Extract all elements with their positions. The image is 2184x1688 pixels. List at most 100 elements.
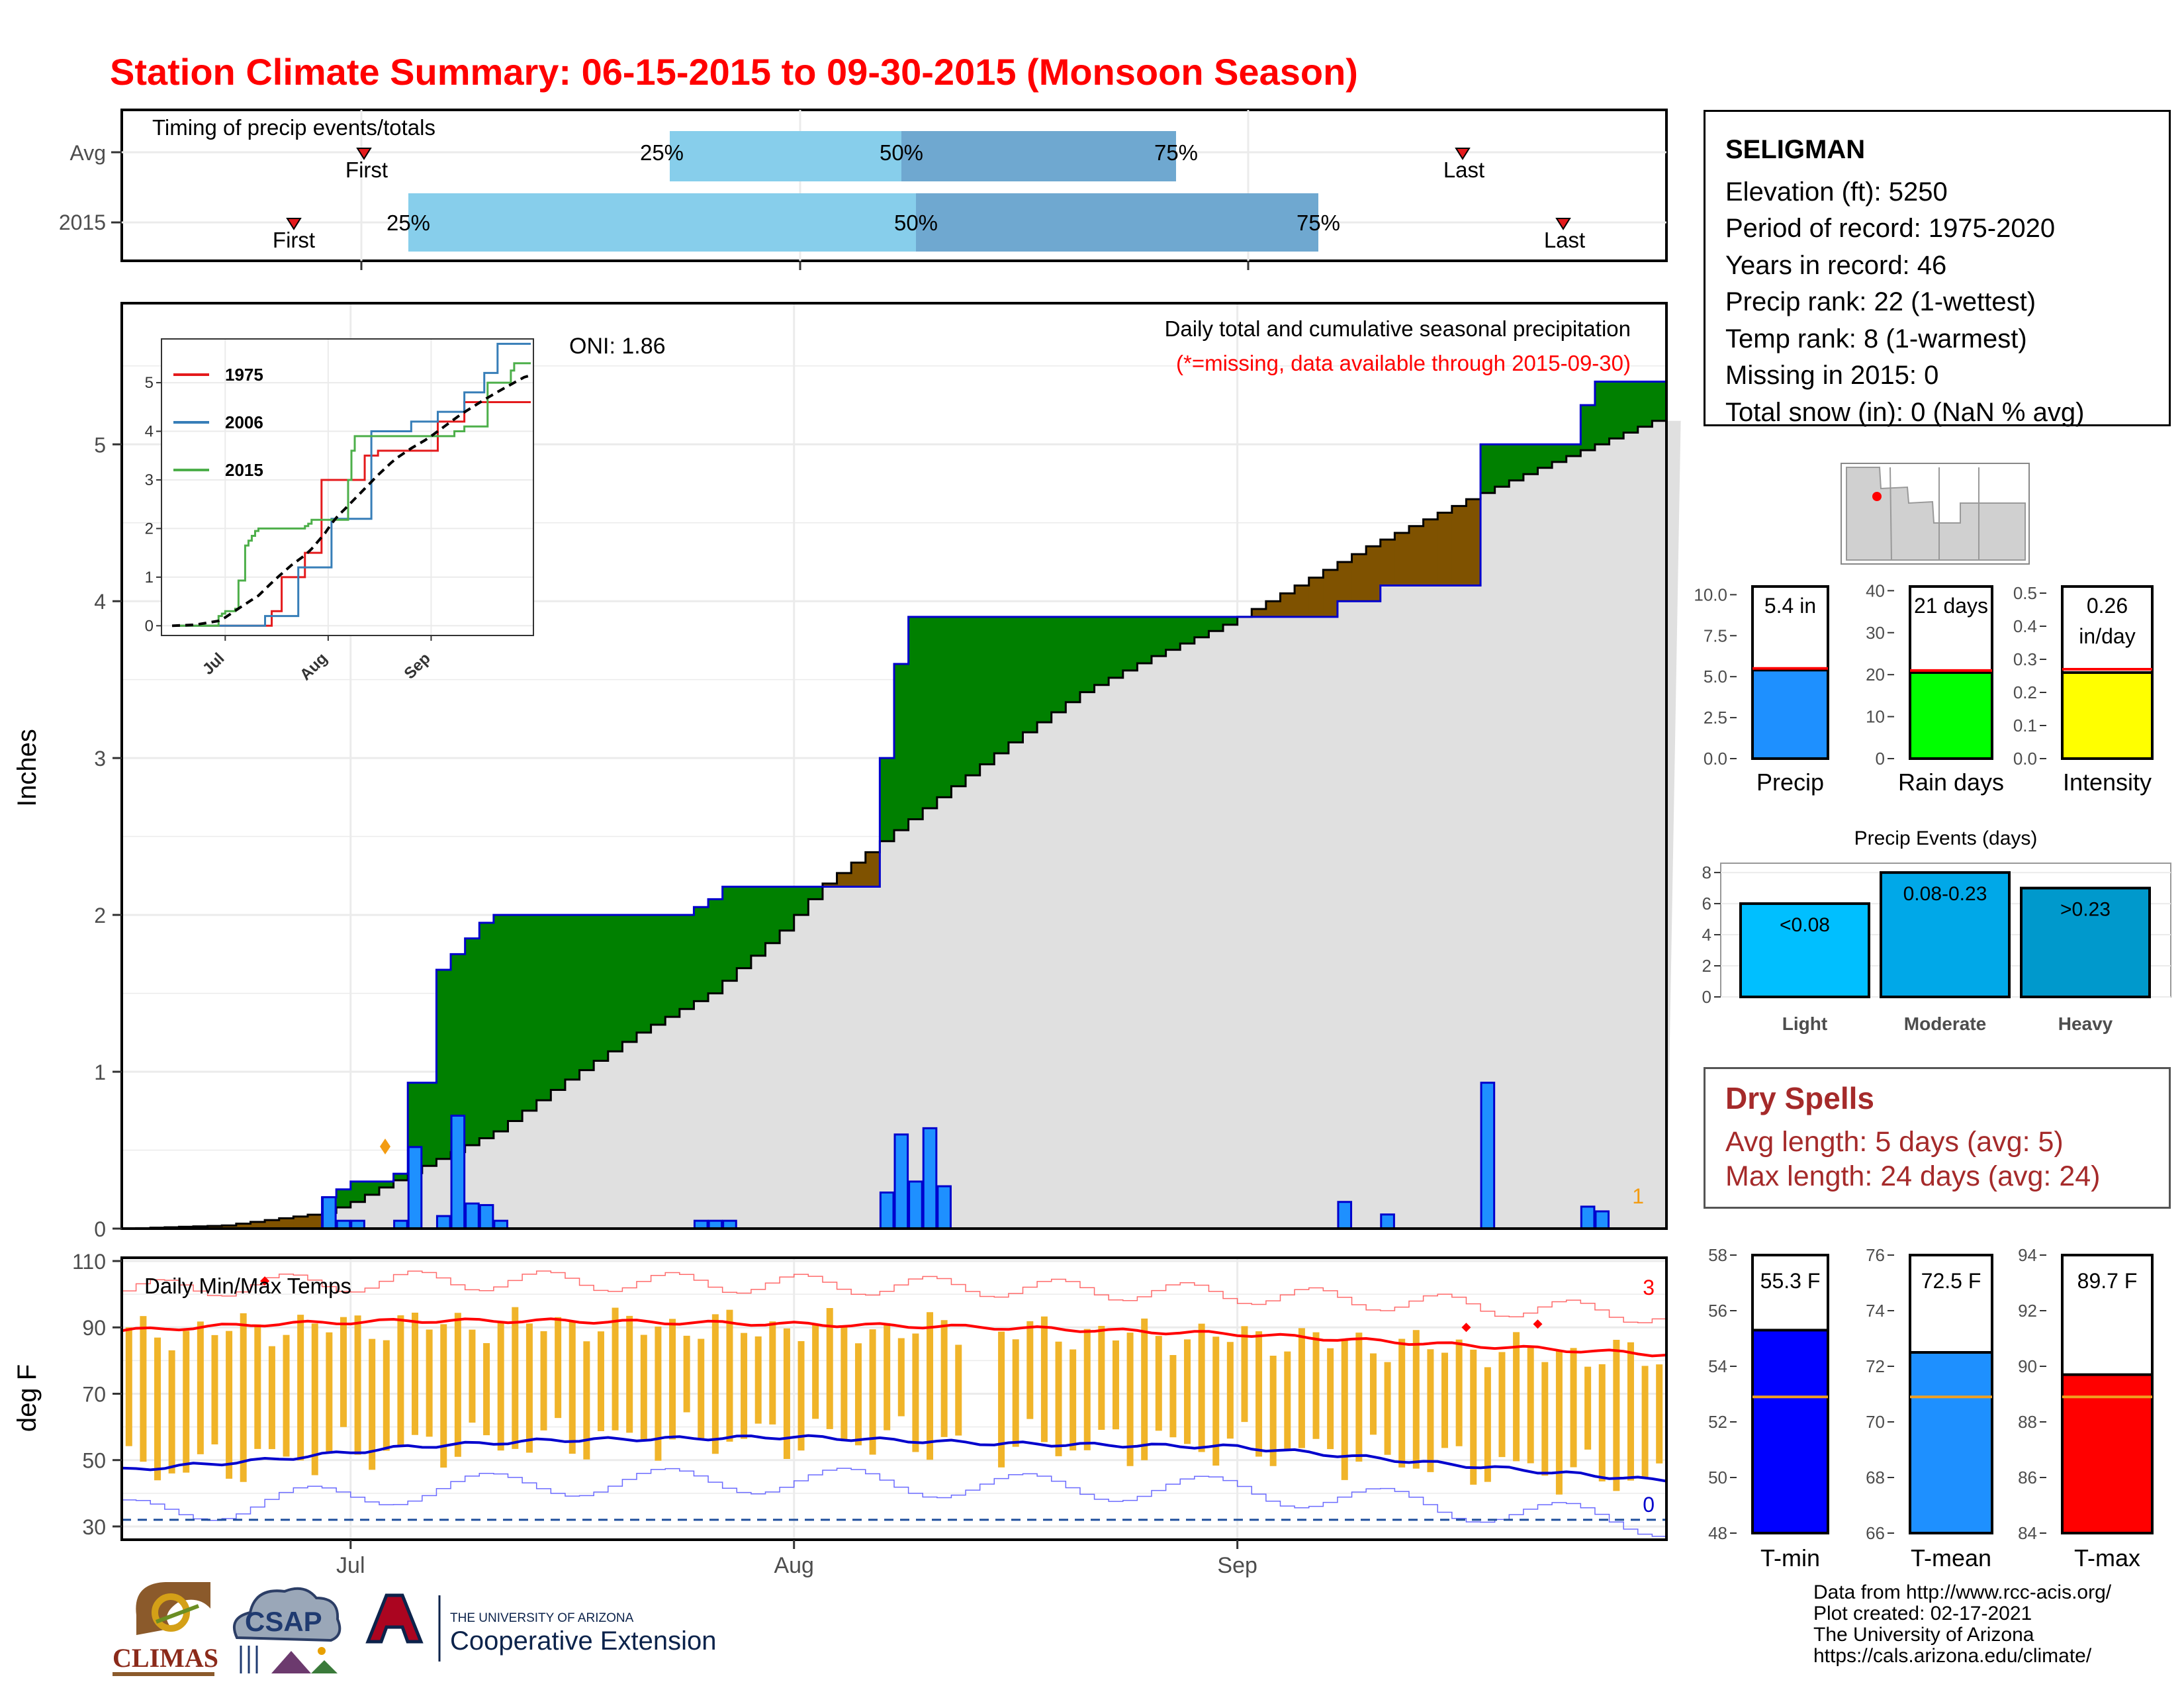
events-title: Precip Events (days) [1854,827,2038,849]
temp-summary-value: 55.3 F [1760,1269,1821,1293]
cumulative-departure-fill [1295,585,1310,617]
cumulative-departure-fill [293,1216,308,1229]
x-tick-label: Sep [1217,1553,1257,1578]
temp-summary-fill [2061,1373,2154,1535]
temp-summary-value: 89.7 F [2077,1269,2138,1293]
temp-summary-y-tick-label: 54 [1708,1356,1727,1376]
cumulative-departure-fill [565,915,580,1080]
cumulative-departure-fill [479,922,494,1139]
timing-label: Timing of precip events/totals [152,115,435,140]
events-bar [1739,902,1870,999]
precip-corner-count: 1 [1632,1184,1644,1208]
timing-avg-last-marker [1455,148,1471,160]
temp-summary-y-tick-label: 58 [1708,1245,1727,1265]
cumulative-departure-fill [651,915,666,1025]
summary-y-tick-label: 30 [1866,623,1885,643]
inset-y-tick-label: 4 [145,423,154,441]
cumulative-departure-fill [1137,616,1152,664]
precip-y-tick-label: 1 [94,1060,106,1084]
cumulative-departure-fill [350,1181,365,1202]
daily-precip-bar [893,1133,909,1230]
cumulative-departure-fill [1394,532,1410,586]
temp-summary-y-tick-label: 72 [1866,1356,1885,1376]
timing-2015-p75: 75% [1297,211,1340,235]
station-elevation: Elevation (ft): 5250 [1725,177,1948,207]
cumulative-departure-fill [365,1181,380,1195]
ua-line2: Cooperative Extension [450,1626,716,1656]
cumulative-departure-fill [722,886,737,981]
daily-precip-bar [1580,1205,1596,1230]
temp-summary-y-tick-label: 70 [1866,1412,1885,1432]
record-high-marker [1461,1323,1471,1333]
temp-y-tick-label: 70 [82,1382,106,1406]
summary-y-tick-label: 0.4 [2013,616,2037,636]
temp-daily-bars [121,1270,1667,1537]
cumulative-departure-fill [923,616,938,808]
cumulative-departure-fill [1280,593,1295,617]
cumulative-departure-fill [936,616,952,798]
cumulative-departure-fill [1194,616,1210,637]
summary-y-tick-label: 0 [1876,749,1885,769]
temp-summary-label: T-mean [1911,1544,1991,1571]
station-precip-rank: Precip rank: 22 (1-wettest) [1725,287,2036,316]
temp-summary-y-tick-label: 56 [1708,1301,1727,1321]
precip-subtitle: (*=missing, data available through 2015-… [1176,351,1631,375]
inset-y-tick-label: 0 [145,617,154,635]
cumulative-departure-fill [1265,601,1281,617]
timing-avg-first-label: First [345,158,388,182]
inset-legend: 1975 2006 2015 [173,365,263,480]
daily-precip-bar [450,1114,466,1230]
temp-summary-fill [1751,1329,1829,1535]
station-info-box: SELIGMAN Elevation (ft): 5250 Period of … [1704,110,2171,427]
cumulative-departure-fill [1509,444,1524,481]
cumulative-departure-fill [1079,616,1095,692]
station-name: SELIGMAN [1725,135,1866,164]
cumulative-departure-fill [908,616,923,820]
inset-y-tick-label: 3 [145,471,154,489]
cumulative-departure-fill [1609,381,1624,439]
climas-logo: CLIMAS [113,1582,218,1676]
summary-bar-label: Rain days [1898,769,2004,796]
precip-y-tick-label: 5 [94,433,106,457]
temp-summary-label: T-max [2074,1544,2140,1571]
dry-spells-max: Max length: 24 days (avg: 24) [1725,1160,2101,1192]
summary-bar-label: Intensity [2063,769,2152,796]
temp-y-tick-label: 90 [82,1316,106,1340]
cumulative-departure-fill [1337,561,1353,602]
cumulative-departure-fill [1594,381,1610,445]
summary-bar-value: 0.26 [2087,594,2128,618]
cumulative-departure-fill [250,1221,265,1229]
cumulative-departure-fill [694,907,709,1002]
cumulative-departure-fill [1652,381,1667,421]
cumulative-departure-fill [422,1082,437,1166]
timing-panel: Timing of precip events/totals Avg 2015 … [59,109,1668,270]
daily-precip-bar [465,1202,480,1230]
cumulative-departure-fill [822,883,838,887]
cumulative-departure-fill [1180,616,1195,644]
timing-2015-last-label: Last [1544,228,1585,252]
temp-ylabel: deg F [13,1364,42,1432]
daily-precip-bar [879,1192,895,1230]
temp-low-count: 0 [1643,1493,1655,1517]
cumulative-departure-fill [1494,444,1510,487]
cumulative-departure-fill [622,915,637,1043]
station-temp-rank: Temp rank: 8 (1-warmest) [1725,324,2027,353]
cumulative-departure-fill [837,872,852,887]
events-y-tick-label: 6 [1702,894,1711,914]
precip-y-tick-label: 4 [94,590,106,614]
cumulative-departure-fill [336,1189,351,1208]
events-bar-range: 0.08-0.23 [1903,883,1987,905]
temp-summary-y-tick-label: 48 [1708,1523,1727,1543]
cumulative-departure-fill [1109,616,1124,678]
cumulative-departure-fill [451,954,466,1152]
cumulative-departure-fill [851,863,866,887]
cumulative-departure-fill [994,616,1009,754]
cumulative-departure-fill [637,915,652,1033]
cumulative-departure-fill [1023,616,1038,733]
summary-y-tick-label: 0.0 [2013,749,2037,769]
timing-row-avg: Avg [69,141,106,165]
timing-avg-p25: 25% [640,140,684,165]
cumulative-departure-fill [979,616,995,765]
daily-precip-bar [407,1146,423,1230]
